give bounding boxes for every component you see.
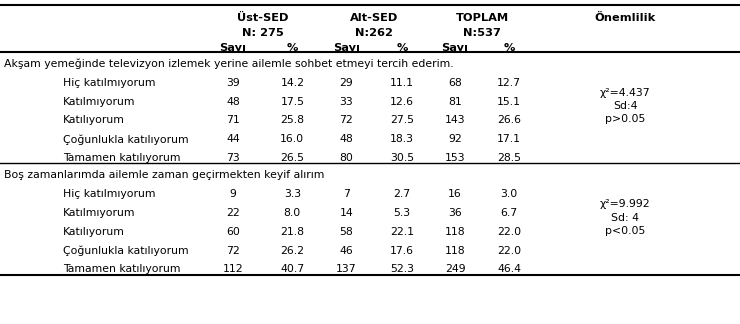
Text: 81: 81 xyxy=(448,97,462,107)
Text: %: % xyxy=(286,42,298,52)
Text: 46.4: 46.4 xyxy=(497,264,521,274)
Text: N: 275: N: 275 xyxy=(242,28,283,38)
Text: Katılmıyorum: Katılmıyorum xyxy=(63,97,135,107)
Text: Önemlilik: Önemlilik xyxy=(595,13,656,23)
Text: 249: 249 xyxy=(445,264,465,274)
Text: 7: 7 xyxy=(343,190,350,200)
Text: 3.3: 3.3 xyxy=(283,190,301,200)
Text: 9: 9 xyxy=(229,190,237,200)
Text: 46: 46 xyxy=(340,246,353,256)
Text: 58: 58 xyxy=(340,227,353,237)
Text: 52.3: 52.3 xyxy=(390,264,414,274)
Text: Akşam yemeğinde televizyon izlemek yerine ailemle sohbet etmeyi tercih ederim.: Akşam yemeğinde televizyon izlemek yerin… xyxy=(4,59,454,69)
Text: 29: 29 xyxy=(340,78,353,88)
Text: 5.3: 5.3 xyxy=(393,208,411,218)
Text: 14.2: 14.2 xyxy=(280,78,304,88)
Text: Sayı: Sayı xyxy=(220,42,246,52)
Text: 2.7: 2.7 xyxy=(393,190,411,200)
Text: χ²=4.437
Sd:4
p>0.05: χ²=4.437 Sd:4 p>0.05 xyxy=(600,88,650,124)
Text: Hiç katılmıyorum: Hiç katılmıyorum xyxy=(63,190,155,200)
Text: 28.5: 28.5 xyxy=(497,153,521,163)
Text: Tamamen katılıyorum: Tamamen katılıyorum xyxy=(63,153,181,163)
Text: 25.8: 25.8 xyxy=(280,115,304,125)
Text: 92: 92 xyxy=(448,134,462,144)
Text: 26.5: 26.5 xyxy=(280,153,304,163)
Text: 14: 14 xyxy=(340,208,353,218)
Text: Alt-SED: Alt-SED xyxy=(350,13,398,23)
Text: Katılıyorum: Katılıyorum xyxy=(63,227,125,237)
Text: 17.1: 17.1 xyxy=(497,134,521,144)
Text: 22.0: 22.0 xyxy=(497,246,521,256)
Text: 44: 44 xyxy=(226,134,240,144)
Text: 137: 137 xyxy=(336,264,357,274)
Text: Çoğunlukla katılıyorum: Çoğunlukla katılıyorum xyxy=(63,246,189,256)
Text: 11.1: 11.1 xyxy=(390,78,414,88)
Text: 26.2: 26.2 xyxy=(280,246,304,256)
Text: 72: 72 xyxy=(226,246,240,256)
Text: 15.1: 15.1 xyxy=(497,97,521,107)
Text: 22.0: 22.0 xyxy=(497,227,521,237)
Text: 71: 71 xyxy=(226,115,240,125)
Text: 60: 60 xyxy=(226,227,240,237)
Text: 12.6: 12.6 xyxy=(390,97,414,107)
Text: Hiç katılmıyorum: Hiç katılmıyorum xyxy=(63,78,155,88)
Text: 33: 33 xyxy=(340,97,353,107)
Text: Tamamen katılıyorum: Tamamen katılıyorum xyxy=(63,264,181,274)
Text: 118: 118 xyxy=(445,246,465,256)
Text: Boş zamanlarımda ailemle zaman geçirmekten keyif alırım: Boş zamanlarımda ailemle zaman geçirmekt… xyxy=(4,170,324,180)
Text: 48: 48 xyxy=(226,97,240,107)
Text: %: % xyxy=(396,42,408,52)
Text: Üst-SED: Üst-SED xyxy=(237,13,289,23)
Text: χ²=9.992
Sd: 4
p<0.05: χ²=9.992 Sd: 4 p<0.05 xyxy=(600,199,650,236)
Text: N:537: N:537 xyxy=(463,28,501,38)
Text: 22.1: 22.1 xyxy=(390,227,414,237)
Text: Katılıyorum: Katılıyorum xyxy=(63,115,125,125)
Text: 112: 112 xyxy=(223,264,243,274)
Text: 36: 36 xyxy=(448,208,462,218)
Text: 17.6: 17.6 xyxy=(390,246,414,256)
Text: 118: 118 xyxy=(445,227,465,237)
Text: 153: 153 xyxy=(445,153,465,163)
Text: 72: 72 xyxy=(340,115,353,125)
Text: %: % xyxy=(503,42,515,52)
Text: 68: 68 xyxy=(448,78,462,88)
Text: Katılmıyorum: Katılmıyorum xyxy=(63,208,135,218)
Text: 22: 22 xyxy=(226,208,240,218)
Text: Sayı: Sayı xyxy=(442,42,468,52)
Text: 12.7: 12.7 xyxy=(497,78,521,88)
Text: Çoğunlukla katılıyorum: Çoğunlukla katılıyorum xyxy=(63,134,189,145)
Text: 17.5: 17.5 xyxy=(280,97,304,107)
Text: 39: 39 xyxy=(226,78,240,88)
Text: 48: 48 xyxy=(340,134,353,144)
Text: 16: 16 xyxy=(448,190,462,200)
Text: 73: 73 xyxy=(226,153,240,163)
Text: N:262: N:262 xyxy=(355,28,393,38)
Text: 80: 80 xyxy=(340,153,353,163)
Text: 21.8: 21.8 xyxy=(280,227,304,237)
Text: Sayı: Sayı xyxy=(333,42,360,52)
Text: 3.0: 3.0 xyxy=(500,190,518,200)
Text: 30.5: 30.5 xyxy=(390,153,414,163)
Text: 6.7: 6.7 xyxy=(500,208,518,218)
Text: TOPLAM: TOPLAM xyxy=(456,13,508,23)
Text: 143: 143 xyxy=(445,115,465,125)
Text: 26.6: 26.6 xyxy=(497,115,521,125)
Text: 18.3: 18.3 xyxy=(390,134,414,144)
Text: 8.0: 8.0 xyxy=(283,208,301,218)
Text: 40.7: 40.7 xyxy=(280,264,304,274)
Text: 27.5: 27.5 xyxy=(390,115,414,125)
Text: 16.0: 16.0 xyxy=(280,134,304,144)
